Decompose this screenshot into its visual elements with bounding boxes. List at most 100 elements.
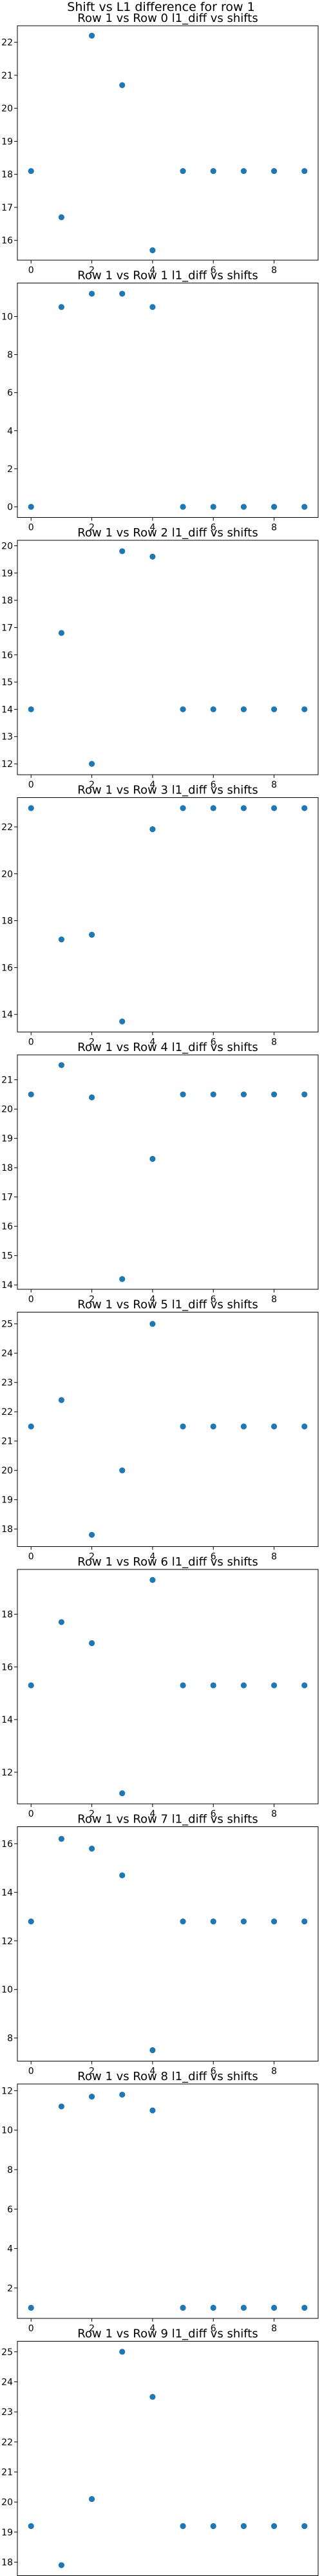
x-tick-label: 8 bbox=[271, 265, 277, 276]
data-point bbox=[241, 2523, 247, 2529]
data-point bbox=[119, 2349, 125, 2354]
data-point bbox=[180, 2523, 185, 2529]
data-point bbox=[301, 2305, 307, 2311]
y-tick-label: 25 bbox=[1, 2347, 13, 2358]
x-tick-label: 8 bbox=[271, 2067, 277, 2077]
subplot-title: Row 1 vs Row 5 l1_diff vs shifts bbox=[77, 1298, 258, 1312]
data-point bbox=[180, 2305, 185, 2311]
data-point bbox=[119, 1468, 125, 1473]
data-point bbox=[301, 706, 307, 712]
data-point bbox=[211, 2305, 216, 2311]
data-point bbox=[241, 1682, 247, 1688]
data-point bbox=[28, 168, 34, 174]
y-tick-label: 4 bbox=[7, 2244, 13, 2255]
y-tick-label: 4 bbox=[7, 426, 13, 437]
y-tick-label: 20 bbox=[1, 869, 13, 880]
data-point bbox=[241, 1918, 247, 1924]
data-point bbox=[271, 1918, 277, 1924]
data-point bbox=[301, 2523, 307, 2529]
x-tick-label: 0 bbox=[28, 523, 34, 533]
data-point bbox=[211, 1918, 216, 1924]
data-point bbox=[301, 1682, 307, 1688]
y-tick-label: 16 bbox=[1, 236, 13, 246]
y-tick-label: 8 bbox=[7, 350, 13, 361]
y-tick-label: 17 bbox=[1, 623, 13, 633]
x-tick-label: 0 bbox=[28, 1552, 34, 1562]
y-tick-label: 2 bbox=[7, 2284, 13, 2294]
x-tick-label: 0 bbox=[28, 265, 34, 276]
data-point bbox=[59, 2562, 64, 2568]
y-tick-label: 22 bbox=[1, 1407, 13, 1417]
data-point bbox=[149, 2047, 155, 2053]
y-tick-label: 18 bbox=[1, 170, 13, 180]
data-point bbox=[271, 1423, 277, 1429]
y-tick-label: 14 bbox=[1, 1715, 13, 1725]
data-point bbox=[28, 1918, 34, 1924]
data-point bbox=[180, 168, 185, 174]
y-tick-label: 20 bbox=[1, 541, 13, 551]
y-tick-label: 6 bbox=[7, 2204, 13, 2215]
y-tick-label: 12 bbox=[1, 1768, 13, 1778]
y-tick-label: 21 bbox=[1, 2468, 13, 2478]
y-tick-label: 16 bbox=[1, 1662, 13, 1672]
y-tick-label: 14 bbox=[1, 1888, 13, 1898]
data-point bbox=[211, 805, 216, 811]
y-tick-label: 21 bbox=[1, 1437, 13, 1447]
x-tick-label: 8 bbox=[271, 1552, 277, 1562]
data-point bbox=[271, 1682, 277, 1688]
y-tick-label: 8 bbox=[7, 2165, 13, 2175]
data-point bbox=[180, 805, 185, 811]
data-point bbox=[28, 706, 34, 712]
data-point bbox=[28, 1092, 34, 1097]
x-tick-label: 8 bbox=[271, 1294, 277, 1305]
data-point bbox=[89, 290, 95, 296]
data-point bbox=[59, 1397, 64, 1403]
y-tick-label: 14 bbox=[1, 705, 13, 715]
y-tick-label: 13 bbox=[1, 732, 13, 743]
data-point bbox=[149, 826, 155, 832]
data-point bbox=[149, 247, 155, 253]
data-point bbox=[271, 706, 277, 712]
y-tick-label: 18 bbox=[1, 916, 13, 927]
data-point bbox=[119, 290, 125, 296]
data-point bbox=[211, 1423, 216, 1429]
data-point bbox=[301, 1092, 307, 1097]
subplot-0: Row 1 vs Row 0 l1_diff vs shifts0 2 4 6 8161… bbox=[1, 12, 318, 276]
x-tick-label: 0 bbox=[28, 2067, 34, 2077]
data-point bbox=[89, 932, 95, 938]
data-point bbox=[59, 214, 64, 220]
data-point bbox=[271, 2523, 277, 2529]
data-point bbox=[211, 706, 216, 712]
x-tick-label: 8 bbox=[271, 1037, 277, 1048]
data-point bbox=[149, 554, 155, 560]
data-point bbox=[271, 805, 277, 811]
x-tick-label: 0 bbox=[28, 1037, 34, 1048]
subplot-4: Row 1 vs Row 4 l1_diff vs shifts 0 2 4 6 8 14 1… bbox=[1, 1041, 318, 1305]
y-tick-label: 16 bbox=[1, 1222, 13, 1232]
data-point bbox=[59, 304, 64, 310]
data-point bbox=[241, 706, 247, 712]
data-point bbox=[180, 1918, 185, 1924]
y-tick-label: 2 bbox=[7, 464, 13, 475]
data-point bbox=[89, 2496, 95, 2502]
axes-frame bbox=[17, 1827, 318, 2061]
y-tick-label: 24 bbox=[1, 2378, 13, 2388]
y-tick-label: 15 bbox=[1, 1251, 13, 1262]
data-point bbox=[301, 1918, 307, 1924]
y-tick-label: 12 bbox=[1, 759, 13, 770]
y-tick-label: 15 bbox=[1, 677, 13, 688]
y-tick-label: 18 bbox=[1, 596, 13, 606]
y-tick-label: 10 bbox=[1, 312, 13, 323]
data-point bbox=[89, 761, 95, 766]
y-tick-label: 22 bbox=[1, 38, 13, 48]
axes-frame bbox=[17, 1055, 318, 1289]
data-point bbox=[149, 1156, 155, 1162]
axes-frame bbox=[17, 26, 318, 260]
subplot-7: Row 1 vs Row 7 l1_diff vs shifts0 2 4 6 8810… bbox=[1, 1813, 318, 2077]
y-tick-label: 22 bbox=[1, 2438, 13, 2448]
data-point bbox=[89, 1640, 95, 1646]
y-tick-label: 20 bbox=[1, 2497, 13, 2508]
axes-frame bbox=[17, 2084, 318, 2318]
